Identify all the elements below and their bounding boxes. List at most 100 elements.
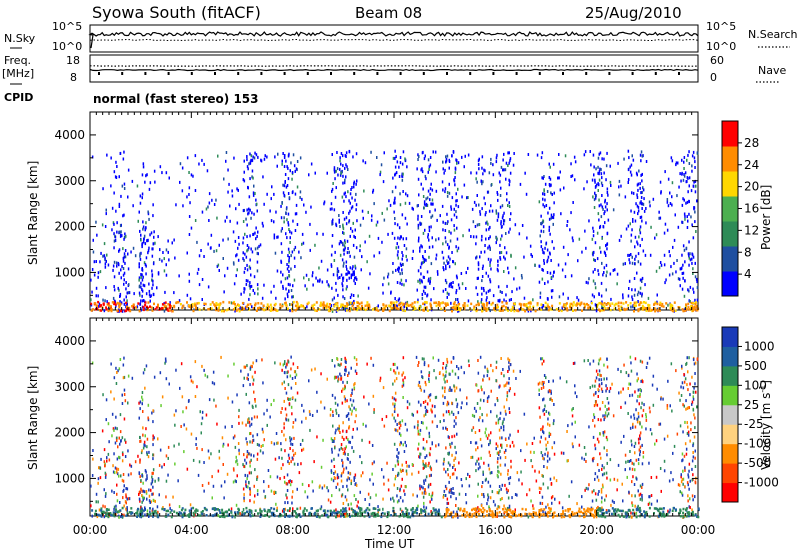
scatter-cell <box>236 268 238 272</box>
scatter-cell <box>631 504 634 507</box>
scatter-cell <box>537 382 540 386</box>
scatter-cell <box>232 230 235 234</box>
scatter-cell <box>425 464 427 468</box>
scatter-cell <box>628 253 631 257</box>
scatter-cell <box>174 423 176 427</box>
scatter-cell <box>383 307 386 310</box>
scatter-cell <box>197 473 200 477</box>
scatter-cell <box>150 231 153 235</box>
scatter-cell <box>153 169 156 173</box>
scatter-cell <box>123 182 126 186</box>
scatter-cell <box>168 176 170 180</box>
scatter-cell <box>142 275 144 279</box>
scatter-cell <box>247 373 249 377</box>
scatter-cell <box>331 450 333 454</box>
scatter-cell <box>488 505 490 509</box>
scatter-cell <box>392 402 394 406</box>
scatter-cell <box>689 382 691 386</box>
scatter-cell <box>429 398 431 402</box>
scatter-cell <box>542 409 544 413</box>
scatter-cell <box>603 266 606 270</box>
scatter-cell <box>475 462 477 466</box>
scatter-cell <box>113 376 116 380</box>
scatter-cell <box>683 167 685 170</box>
scatter-cell <box>264 154 266 158</box>
scatter-cell <box>283 362 286 365</box>
scatter-cell <box>478 429 481 433</box>
scatter-cell <box>400 513 402 517</box>
scatter-cell <box>123 236 126 239</box>
scatter-cell <box>596 463 599 467</box>
scatter-cell <box>591 237 594 241</box>
scatter-cell <box>345 306 347 310</box>
scatter-cell <box>405 302 408 305</box>
scatter-cell <box>510 459 512 463</box>
scatter-cell <box>448 182 450 186</box>
scatter-cell <box>289 479 291 483</box>
scatter-cell <box>684 214 686 218</box>
scatter-cell <box>267 484 270 488</box>
scatter-cell <box>281 159 283 163</box>
scatter-cell <box>286 362 288 366</box>
scatter-cell <box>498 428 501 432</box>
scatter-cell <box>667 204 670 208</box>
scatter-cell <box>126 291 128 295</box>
scatter-cell <box>246 244 249 247</box>
scatter-cell <box>114 466 117 470</box>
scatter-cell <box>193 302 196 305</box>
scatter-cell <box>507 477 510 481</box>
scatter-cell <box>127 168 130 172</box>
scatter-cell <box>425 202 428 206</box>
scatter-cell <box>286 267 289 271</box>
scatter-cell <box>598 172 600 176</box>
scatter-cell <box>196 240 198 244</box>
scatter-cell <box>452 487 454 490</box>
scatter-cell <box>471 428 473 432</box>
scatter-cell <box>526 442 528 446</box>
scatter-cell <box>448 160 451 163</box>
scatter-cell <box>430 298 432 302</box>
scatter-cell <box>529 305 532 308</box>
scatter-cell <box>654 236 656 240</box>
scatter-cell <box>249 234 251 238</box>
scatter-cell <box>636 372 638 376</box>
scatter-cell <box>634 262 636 266</box>
scatter-cell <box>501 204 504 208</box>
scatter-cell <box>107 263 110 267</box>
scatter-cell <box>210 233 213 237</box>
scatter-cell <box>289 397 291 401</box>
scatter-cell <box>682 178 685 182</box>
scatter-cell <box>447 461 450 465</box>
scatter-cell <box>288 480 291 484</box>
scatter-cell <box>217 469 220 473</box>
scatter-cell <box>506 391 509 395</box>
scatter-cell <box>287 254 289 258</box>
scatter-cell <box>431 404 434 408</box>
scatter-cell <box>549 232 551 236</box>
scatter-cell <box>532 504 534 508</box>
scatter-cell <box>388 304 391 307</box>
scatter-cell <box>505 300 507 304</box>
scatter-cell <box>242 251 244 255</box>
scatter-cell <box>442 394 444 398</box>
scatter-cell <box>163 304 166 307</box>
scatter-cell <box>640 307 643 311</box>
scatter-cell <box>252 307 255 310</box>
scatter-cell <box>407 304 410 307</box>
scatter-cell <box>481 413 483 417</box>
scatter-cell <box>514 493 517 496</box>
scatter-cell <box>188 233 191 236</box>
scatter-cell <box>501 497 503 500</box>
scatter-cell <box>448 480 450 484</box>
scatter-cell <box>348 507 351 511</box>
scatter-cell <box>113 285 115 288</box>
scatter-cell <box>504 483 506 487</box>
scatter-cell <box>377 304 379 308</box>
scatter-cell <box>141 173 144 177</box>
scatter-cell <box>508 298 511 302</box>
scatter-cell <box>167 303 170 306</box>
scatter-cell <box>453 207 455 211</box>
scatter-cell <box>631 393 634 397</box>
scatter-cell <box>668 273 671 277</box>
scatter-cell <box>399 420 401 424</box>
